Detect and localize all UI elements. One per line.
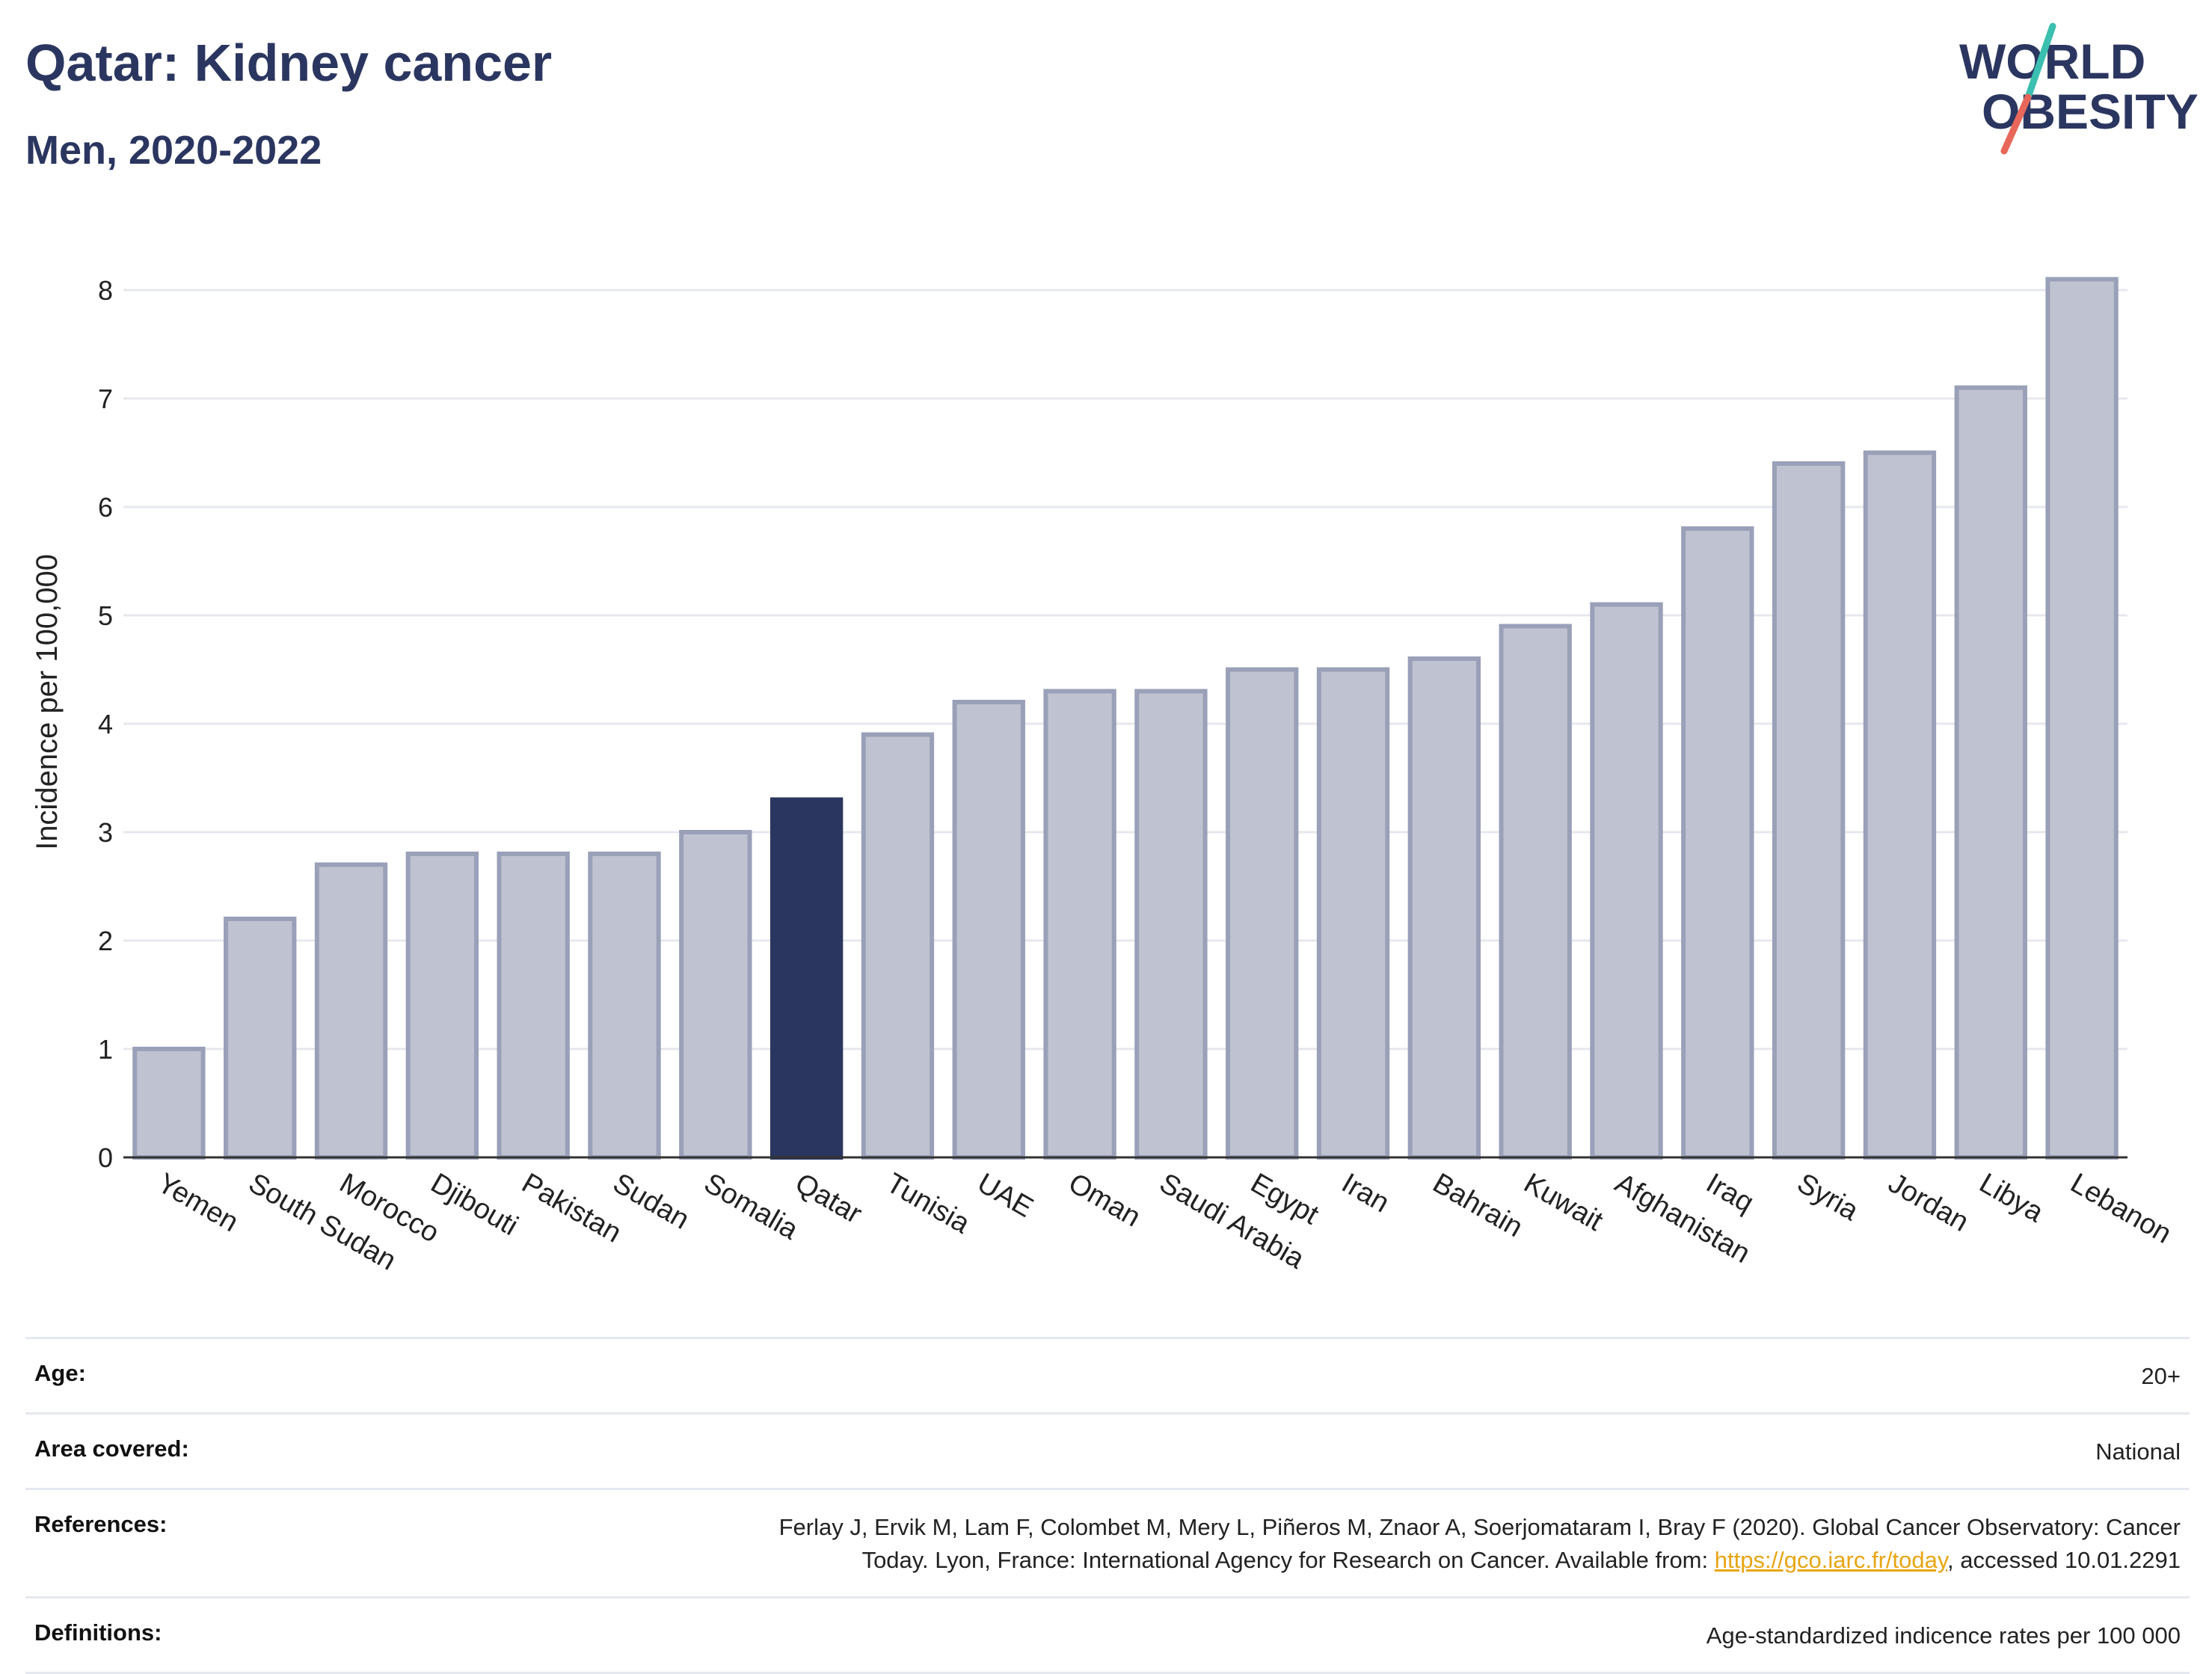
meta-row-area: Area covered: National <box>25 1412 2190 1488</box>
page-subtitle: Men, 2020-2022 <box>25 128 322 173</box>
x-tick-label: Jordan <box>1883 1167 1974 1237</box>
definitions-value: Age-standardized indicence rates per 100… <box>1706 1622 2181 1649</box>
metadata-table: Age: 20+ Area covered: National Referenc… <box>25 1337 2190 1674</box>
references-line-2-pre: Today. Lyon, France: International Agenc… <box>861 1547 1715 1573</box>
bar <box>952 700 1025 1160</box>
logo-slash-bottom-icon <box>2000 93 2032 155</box>
references-label: References: <box>34 1511 168 1537</box>
y-tick-label: 5 <box>98 600 113 631</box>
bar <box>1316 667 1390 1160</box>
bar <box>132 1047 206 1160</box>
world-obesity-logo: WORLD OBESITY <box>1959 22 2199 155</box>
bar <box>1134 689 1208 1160</box>
bar <box>224 917 297 1160</box>
bar <box>405 852 479 1160</box>
definitions-label: Definitions: <box>34 1619 162 1646</box>
x-tick-label: Lebanon <box>2065 1167 2177 1249</box>
x-tick-label: Somalia <box>698 1167 804 1246</box>
x-tick-label: UAE <box>972 1167 1039 1223</box>
bar <box>497 852 570 1160</box>
references-line-1: Ferlay J, Ervik M, Lam F, Colombet M, Me… <box>778 1514 2181 1540</box>
x-tick-label: Oman <box>1063 1167 1146 1233</box>
bar <box>1590 602 1663 1160</box>
bar <box>861 732 935 1160</box>
area-value: National <box>2095 1438 2181 1465</box>
y-tick-label: 7 <box>98 384 113 414</box>
y-tick-labels: 0 1 2 3 4 5 6 7 8 <box>98 275 113 1173</box>
age-value: 20+ <box>2141 1363 2181 1389</box>
bar <box>1407 656 1481 1160</box>
x-tick-label: Tunisia <box>881 1167 976 1240</box>
bar <box>1863 450 1937 1160</box>
y-tick-label: 1 <box>98 1034 113 1065</box>
x-tick-label: Iran <box>1336 1167 1395 1219</box>
x-tick-label: Libya <box>1974 1167 2049 1228</box>
bar <box>1043 689 1116 1160</box>
bar <box>314 862 388 1160</box>
x-tick-label: Bahrain <box>1428 1167 1528 1243</box>
bar <box>1954 385 2027 1160</box>
area-label: Area covered: <box>34 1435 189 1462</box>
bar <box>1226 667 1299 1160</box>
age-label: Age: <box>34 1360 86 1386</box>
meta-row-definitions: Definitions: Age-standardized indicence … <box>25 1596 2190 1674</box>
y-tick-label: 0 <box>98 1142 113 1173</box>
bar-highlighted <box>769 797 844 1160</box>
y-tick-label: 8 <box>98 275 113 306</box>
logo-line-2: OBESITY <box>1982 84 2199 139</box>
y-tick-label: 2 <box>98 926 113 956</box>
y-tick-label: 4 <box>98 709 113 739</box>
logo-slash-top-icon <box>2024 22 2056 101</box>
y-tick-label: 6 <box>98 492 113 523</box>
meta-row-age: Age: 20+ <box>25 1337 2190 1412</box>
bar <box>588 852 661 1160</box>
page-title: Qatar: Kidney cancer <box>25 34 553 92</box>
x-tick-label: Djibouti <box>425 1167 523 1242</box>
bar <box>1772 461 1846 1160</box>
x-tick-label: Yemen <box>152 1167 243 1238</box>
bars <box>132 277 2119 1160</box>
bar <box>1499 624 1572 1160</box>
bar-chart: 0 1 2 3 4 5 6 7 8 Yemen South SudanMoroccoDjibout… <box>31 275 2177 1277</box>
logo-line-1: WORLD <box>1959 34 2145 89</box>
references-value: Ferlay J, Ervik M, Lam F, Colombet M, Me… <box>779 1511 2181 1577</box>
references-line-2-post: , accessed 10.01.2291 <box>1947 1547 2181 1573</box>
bar <box>1681 526 1754 1160</box>
bar <box>2045 277 2119 1160</box>
x-tick-label: Iraq <box>1701 1167 1759 1219</box>
y-axis-label: Incidence per 100,000 <box>31 554 64 850</box>
bar <box>679 830 752 1160</box>
references-link[interactable]: https://gco.iarc.fr/today <box>1714 1547 1948 1573</box>
x-tick-labels: Yemen South SudanMoroccoDjiboutiPakistanS… <box>152 1167 2176 1276</box>
meta-row-references: References: Ferlay J, Ervik M, Lam F, Co… <box>25 1488 2190 1596</box>
y-tick-label: 3 <box>98 817 113 848</box>
x-tick-label: Syria <box>1792 1167 1864 1227</box>
x-tick-label: Pakistan <box>517 1167 627 1249</box>
x-tick-label: Kuwait <box>1519 1167 1609 1237</box>
